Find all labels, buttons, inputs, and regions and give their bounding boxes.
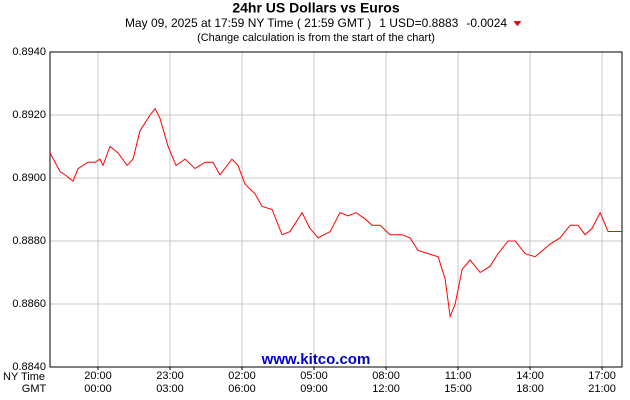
x-tick-label: 23:00 bbox=[156, 370, 184, 382]
price: 1 USD=0.8883 bbox=[379, 16, 458, 30]
x-tick-label: 11:00 bbox=[445, 370, 472, 382]
x-axis-label: NY Time bbox=[3, 371, 45, 383]
x-tick-label: 17:00 bbox=[588, 370, 616, 382]
x2-tick-label: 12:00 bbox=[372, 383, 400, 395]
plot-border bbox=[49, 51, 623, 368]
x-tick-label: 05:00 bbox=[300, 370, 328, 382]
y-tick-label: 0.8860 bbox=[12, 298, 46, 310]
note: (Change calculation is from the start of… bbox=[197, 32, 435, 44]
x-tick-label: 14:00 bbox=[516, 370, 544, 382]
x2-tick-label: 03:00 bbox=[156, 383, 184, 395]
x2-tick-label: 18:00 bbox=[516, 383, 544, 395]
x2-axis-label: GMT bbox=[22, 383, 47, 395]
y-tick-label: 0.8940 bbox=[12, 46, 46, 58]
x2-tick-label: 00:00 bbox=[84, 383, 112, 395]
plot-area bbox=[50, 52, 622, 367]
y-tick-label: 0.8900 bbox=[12, 172, 46, 184]
subtitle: May 09, 2025 at 17:59 NY Time ( 21:59 GM… bbox=[125, 16, 507, 30]
x2-tick-label: 06:00 bbox=[228, 383, 256, 395]
x-tick-label: 08:00 bbox=[372, 370, 400, 382]
y-tick-label: 0.8840 bbox=[12, 361, 46, 373]
x2-tick-label: 15:00 bbox=[444, 383, 472, 395]
price-line bbox=[49, 107, 622, 319]
y-tick-label: 0.8920 bbox=[12, 109, 46, 121]
x2-tick-label: 09:00 bbox=[300, 383, 328, 395]
x-tick-label: 02:00 bbox=[228, 370, 256, 382]
x2-tick-label: 21:00 bbox=[588, 383, 616, 395]
watermark: www.kitco.com bbox=[261, 351, 371, 368]
chart-title: 24hr US Dollars vs Euros bbox=[232, 0, 400, 16]
date-line: May 09, 2025 at 17:59 NY Time ( 21:59 GM… bbox=[125, 16, 371, 30]
down-arrow bbox=[513, 21, 522, 27]
x-tick-label: 20:00 bbox=[84, 370, 112, 382]
y-tick-label: 0.8880 bbox=[12, 235, 46, 247]
change: -0.0024 bbox=[466, 16, 507, 30]
